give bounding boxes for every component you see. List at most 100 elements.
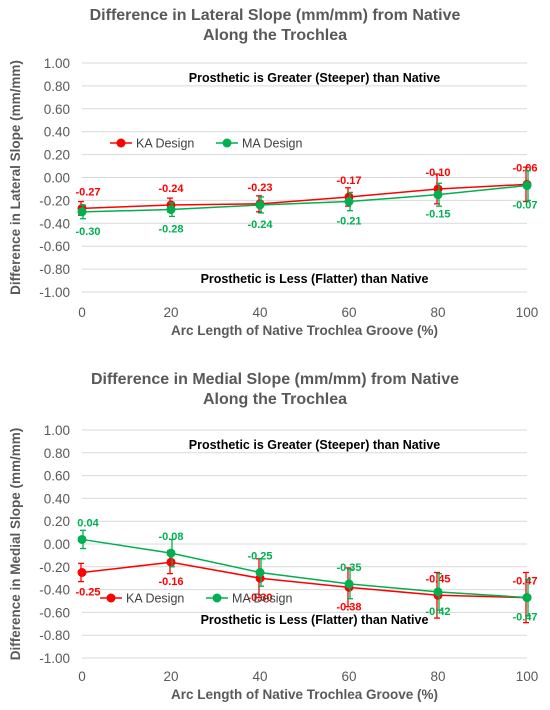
x-tick-label: 100: [516, 305, 539, 320]
y-tick-label: 0.60: [44, 469, 70, 484]
y-tick-label: 0.40: [44, 491, 70, 506]
chart-title-line-2: Along the Trochlea: [202, 27, 347, 44]
legend-label: KA Design: [126, 592, 184, 606]
data-label: -0.38: [336, 601, 361, 613]
data-label: -0.24: [247, 219, 273, 231]
y-tick-label: 0.20: [44, 148, 70, 163]
chart-title-line-2: Along the Trochlea: [202, 391, 347, 408]
annotation-flatter: Prosthetic is Less (Flatter) than Native: [201, 272, 429, 286]
data-point: [166, 205, 176, 215]
data-label: -0.35: [336, 562, 361, 574]
y-tick-label: -0.40: [39, 216, 70, 231]
chart-title: Difference in Medial Slope (mm/mm) from …: [0, 370, 550, 410]
data-label: 0.04: [77, 517, 99, 529]
y-tick-label: -0.60: [39, 605, 70, 620]
data-label: -0.45: [425, 573, 450, 585]
data-point: [344, 579, 354, 589]
x-tick-label: 40: [252, 305, 267, 320]
data-label: -0.47: [512, 612, 537, 624]
data-label: -0.07: [512, 200, 537, 212]
y-axis-title: Difference in Lateral Slope (mm/mm): [8, 60, 23, 295]
x-tick-label: 80: [430, 669, 445, 684]
medial-slope-plot: 1.000.800.600.400.200.00-0.20-0.40-0.60-…: [8, 423, 539, 702]
data-label: -0.23: [247, 182, 272, 194]
legend-label: KA Design: [136, 137, 194, 151]
series-line: [81, 538, 528, 599]
y-tick-label: 1.00: [44, 56, 70, 71]
y-tick-label: 1.00: [44, 423, 70, 438]
data-point: [255, 568, 265, 577]
y-tick-label: -0.40: [39, 583, 70, 598]
data-label: -0.30: [75, 226, 100, 238]
data-point: [255, 200, 265, 210]
series-ka-design: -0.25 -0.16 -0.30 -0.38 -0.45 -0.47: [75, 550, 538, 624]
y-axis-title: Difference in Medial Slope (mm/mm): [8, 428, 23, 661]
chart-title: Difference in Lateral Slope (mm/mm) from…: [0, 6, 550, 46]
y-tick-label: 0.20: [44, 514, 70, 529]
data-point: [166, 548, 176, 558]
data-label: -0.30: [247, 592, 272, 604]
data-label: -0.24: [158, 183, 184, 195]
data-point: [433, 190, 443, 200]
legend: KA Design MA Design: [110, 137, 302, 151]
x-tick-label: 0: [78, 305, 86, 320]
y-tick-label: -0.60: [39, 239, 70, 254]
x-tick-label: 100: [516, 669, 539, 684]
data-label: -0.42: [425, 606, 450, 618]
data-label: -0.25: [75, 587, 100, 599]
data-point: [77, 207, 87, 217]
y-tick-label: 0.40: [44, 125, 70, 140]
data-point: [522, 181, 532, 191]
data-label: -0.16: [158, 576, 183, 588]
series-ka-design: -0.27 -0.24 -0.23 -0.17 -0.10 -0.06: [75, 162, 538, 216]
data-point: [77, 568, 87, 577]
y-tick-label: 0.80: [44, 446, 70, 461]
data-point: [166, 557, 176, 567]
data-label: -0.10: [425, 167, 450, 179]
lateral-slope-plot: 1.000.800.600.400.200.00-0.20-0.40-0.60-…: [8, 56, 539, 338]
annotation-steeper: Prosthetic is Greater (Steeper) than Nat…: [189, 71, 441, 85]
legend-swatch-marker: [212, 593, 222, 603]
y-tick-label: 0.80: [44, 79, 70, 94]
legend-swatch-marker: [106, 593, 116, 603]
data-label: -0.21: [336, 216, 361, 228]
x-tick-label: 60: [341, 305, 356, 320]
legend-swatch-marker: [222, 138, 232, 148]
series-ma-design: 0.04 -0.08 -0.25 -0.35 -0.42 -0.47: [77, 517, 537, 623]
legend: KA Design MA Design: [100, 592, 292, 606]
lateral-slope-chart: Difference in Lateral Slope (mm/mm) from…: [0, 0, 550, 350]
data-point: [77, 534, 87, 544]
series-line: [81, 561, 528, 599]
data-point: [344, 197, 354, 207]
x-tick-label: 20: [163, 305, 178, 320]
y-tick-label: -0.20: [39, 193, 70, 208]
legend-label: MA Design: [242, 137, 302, 151]
y-tick-label: -1.00: [39, 285, 70, 300]
series-ma-design: -0.30 -0.28 -0.24 -0.21 -0.15 -0.07: [75, 169, 538, 238]
x-tick-label: 0: [78, 669, 86, 684]
chart-title-line-1: Difference in Medial Slope (mm/mm) from …: [90, 371, 460, 388]
x-tick-label: 60: [341, 669, 356, 684]
data-label: -0.08: [158, 531, 183, 543]
series-line: [81, 183, 528, 210]
data-label: -0.25: [247, 551, 272, 563]
x-axis-title: Arc Length of Native Trochlea Groove (%): [171, 687, 438, 702]
y-tick-label: -1.00: [39, 651, 70, 666]
annotation-flatter: Prosthetic is Less (Flatter) than Native: [201, 613, 429, 627]
data-label: -0.17: [336, 175, 361, 187]
series-line: [81, 184, 528, 213]
y-tick-label: 0.00: [44, 171, 70, 186]
y-tick-label: 0.60: [44, 102, 70, 117]
x-tick-label: 40: [252, 669, 267, 684]
data-point: [522, 593, 532, 603]
y-tick-label: -0.80: [39, 262, 70, 277]
data-label: -0.27: [75, 186, 100, 198]
y-tick-label: 0.00: [44, 537, 70, 552]
chart-title-line-1: Difference in Lateral Slope (mm/mm) from…: [89, 7, 461, 24]
medial-slope-chart: Difference in Medial Slope (mm/mm) from …: [0, 360, 550, 710]
legend-label: MA Design: [232, 592, 292, 606]
data-label: -0.47: [512, 576, 537, 588]
data-label: -0.06: [512, 162, 537, 174]
x-axis-title: Arc Length of Native Trochlea Groove (%): [171, 323, 438, 338]
data-label: -0.28: [158, 224, 183, 236]
